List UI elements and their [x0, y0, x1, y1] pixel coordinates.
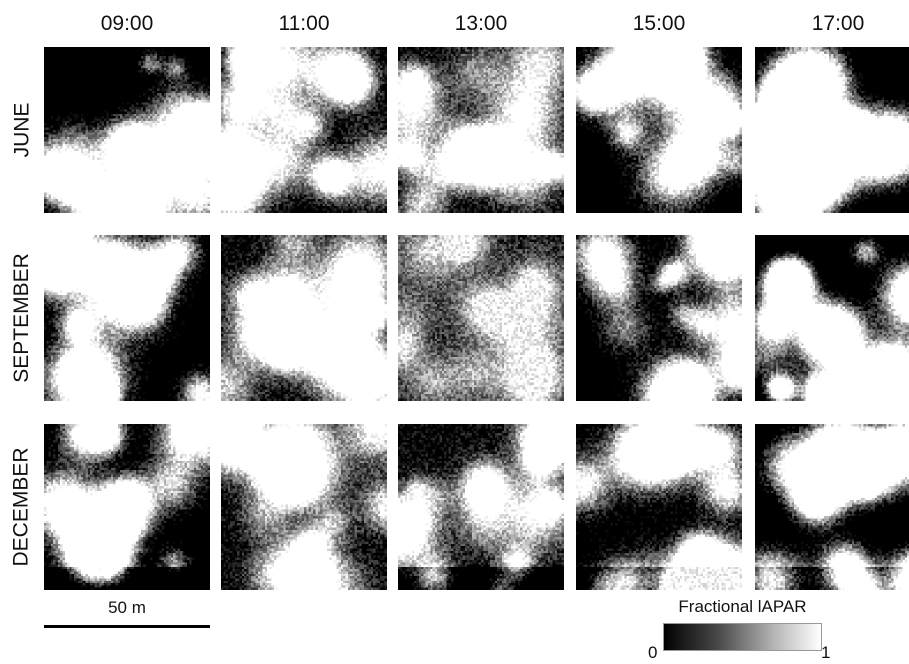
row-label-september: SEPTEMBER — [10, 253, 33, 383]
panel-december-1500 — [576, 424, 742, 590]
colorbar-min-label: 0 — [648, 643, 658, 662]
row-label-december: DECEMBER — [10, 447, 33, 567]
column-label-1700: 17:00 — [811, 12, 865, 35]
colorbar-title: Fractional lAPAR — [678, 597, 807, 616]
panel-june-1700 — [755, 47, 909, 213]
column-label-1500: 15:00 — [632, 12, 686, 35]
panel-december-1700 — [755, 424, 909, 590]
panel-september-0900 — [44, 235, 210, 401]
panel-june-1300 — [398, 47, 564, 213]
panel-june-1100 — [221, 47, 387, 213]
panel-december-1300 — [398, 424, 564, 590]
panel-september-1700 — [755, 235, 909, 401]
panel-december-1100 — [221, 424, 387, 590]
panel-september-1100 — [221, 235, 387, 401]
panel-september-1500 — [576, 235, 742, 401]
column-label-0900: 09:00 — [100, 12, 154, 35]
panel-june-1500 — [576, 47, 742, 213]
panel-december-0900 — [44, 424, 210, 590]
column-label-1300: 13:00 — [454, 12, 508, 35]
scale-bar — [44, 625, 210, 628]
panel-september-1300 — [398, 235, 564, 401]
colorbar — [663, 623, 822, 651]
colorbar-max-label: 1 — [821, 643, 831, 662]
scale-bar-label: 50 m — [108, 598, 146, 617]
row-label-june: JUNE — [10, 102, 33, 158]
panel-june-0900 — [44, 47, 210, 213]
column-label-1100: 11:00 — [278, 12, 330, 35]
